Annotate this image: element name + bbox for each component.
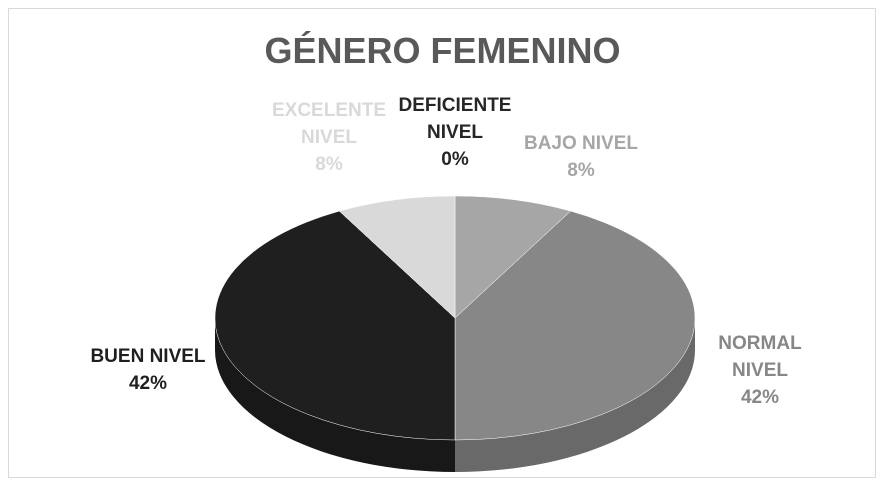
value-label: 42% [740,387,780,408]
pie-slice-side [215,318,455,472]
data-label: BUEN NIVEL 42% [58,343,238,397]
pie-slice [338,195,456,319]
pie-slice-side [455,318,695,472]
category-label: NORMAL NIVEL [718,333,802,381]
category-label: EXCELENTE NIVEL [271,100,387,148]
value-label: 8% [315,154,343,175]
category-label: DEFICIENTE NIVEL [398,95,512,143]
chart-frame [8,8,876,478]
data-label: DEFICIENTE NIVEL 0% [390,92,520,173]
pie-slice [214,210,456,441]
data-label: NORMAL NIVEL 42% [700,330,820,411]
category-label: BUEN NIVEL [90,346,206,367]
chart-title: GÉNERO FEMENINO [264,30,621,71]
pie-slice [454,210,696,441]
value-label: 42% [128,373,168,394]
category-label: BAJO NIVEL [523,133,639,154]
value-label: 0% [441,149,469,170]
data-label: BAJO NIVEL 8% [506,130,656,184]
pie-slice [454,195,572,319]
value-label: 8% [567,160,595,181]
data-label: EXCELENTE NIVEL 8% [264,97,394,178]
